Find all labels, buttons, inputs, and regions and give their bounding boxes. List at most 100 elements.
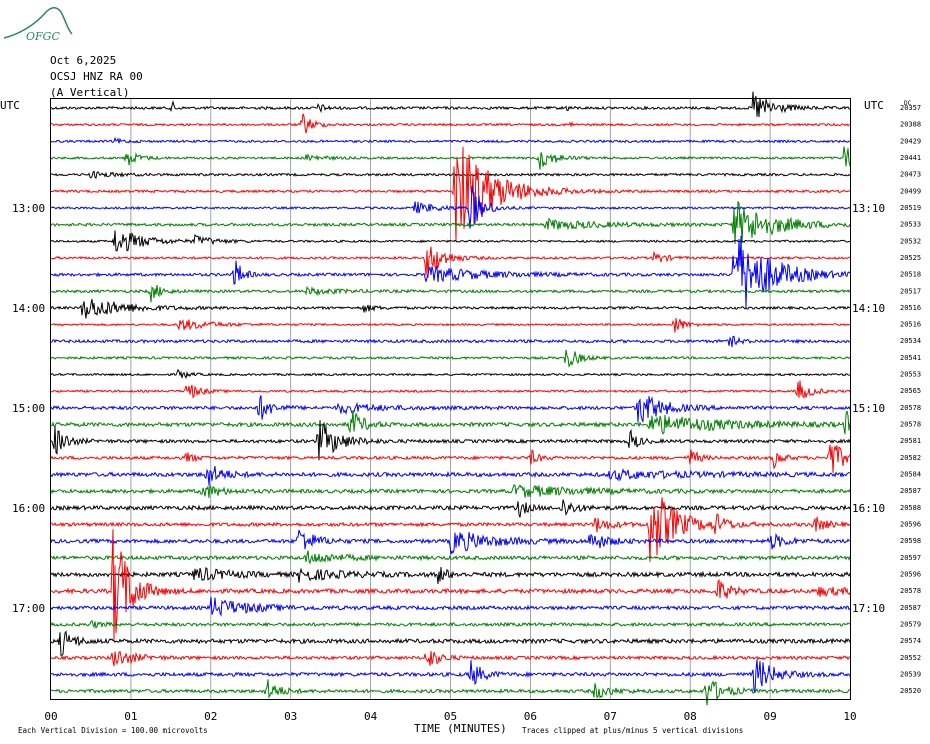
left-time-label: 17:00 — [12, 602, 45, 615]
x-tick-label: 10 — [843, 710, 856, 723]
seismic-trace — [50, 679, 850, 706]
x-tick-label: 04 — [364, 710, 378, 723]
x-axis-label: TIME (MINUTES) — [414, 722, 507, 735]
seismic-trace — [50, 380, 851, 399]
seismic-trace — [50, 349, 851, 368]
division-note: Each Vertical Division = 100.00 microvol… — [18, 726, 208, 735]
left-time-label: 14:00 — [12, 302, 45, 315]
seismic-trace — [50, 466, 850, 486]
left-time-label: 16:00 — [12, 502, 45, 515]
dc-offset-label: 20539 — [900, 670, 921, 678]
dc-offset-label: 20499 — [900, 187, 921, 195]
seismic-trace — [50, 650, 851, 667]
dc-offset-label: 20517 — [900, 287, 921, 295]
clip-note: Traces clipped at plus/minus 5 vertical … — [522, 726, 743, 735]
seismic-trace — [50, 566, 851, 584]
dc-offset-label: 20518 — [900, 271, 921, 279]
x-tick-label: 05 — [444, 710, 457, 723]
dc-offset-label: 20516 — [900, 304, 921, 312]
dc-offset-label: 20578 — [900, 587, 921, 595]
dc-offset-label: 20581 — [900, 437, 921, 445]
ofgc-logo: OFGC — [3, 7, 73, 43]
right-time-label: 14:10 — [852, 302, 885, 315]
right-time-label: 17:10 — [852, 602, 885, 615]
seismic-trace — [50, 170, 851, 179]
seismic-trace — [50, 368, 851, 380]
x-tick-label: 03 — [284, 710, 297, 723]
grid — [130, 99, 771, 700]
x-tick-label: 06 — [524, 710, 537, 723]
left-time-label: 15:00 — [12, 402, 45, 415]
dc-offset-label: 20441 — [900, 154, 921, 162]
seismic-trace — [50, 235, 851, 308]
dc-offset-label: 20598 — [900, 537, 921, 545]
seismic-trace — [50, 285, 851, 303]
dc-offset-label: 20429 — [900, 137, 921, 145]
x-tick-label: 07 — [604, 710, 617, 723]
dc-offset-label: 20582 — [900, 454, 921, 462]
seismic-trace — [50, 659, 851, 693]
dc-offset-label: 20584 — [900, 471, 921, 479]
dc-offset-label: 20532 — [900, 237, 921, 245]
axis-labels: 00 01 02 03 04 05 06 07 08 09 10 13:00 14:00 15:00 16:… — [12, 104, 921, 723]
seismic-trace — [50, 499, 851, 518]
seismic-trace — [50, 529, 851, 641]
seismic-trace — [50, 200, 851, 245]
right-time-label: 16:10 — [852, 502, 885, 515]
seismic-trace — [50, 420, 851, 461]
seismic-trace — [50, 335, 851, 348]
dc-offset-label: 20574 — [900, 637, 921, 645]
seismic-trace — [50, 395, 851, 423]
seismic-trace — [50, 550, 851, 565]
seismic-trace — [50, 230, 851, 252]
seismic-trace — [50, 113, 851, 134]
seismic-trace — [50, 91, 851, 118]
dc-offset-label: 20597 — [900, 554, 921, 562]
seismic-trace — [50, 146, 851, 170]
dc-offset-label: 20565 — [900, 387, 921, 395]
logo-text: OFGC — [26, 30, 60, 43]
seismic-trace — [50, 136, 851, 144]
seismic-trace — [50, 317, 851, 333]
dc-offset-label: 20553 — [900, 371, 921, 379]
dc-offset-label: 20520 — [900, 687, 921, 695]
seismic-trace — [50, 410, 851, 435]
seismic-trace — [50, 146, 851, 242]
header-date: Oct 6,2025 — [50, 54, 116, 67]
dc-offset-label: 20587 — [900, 604, 921, 612]
x-tick-label: 08 — [684, 710, 697, 723]
seismic-trace — [50, 596, 851, 617]
dc-offset-label: 20578 — [900, 404, 921, 412]
plot-frame — [50, 98, 851, 700]
dc-offset-label: 20552 — [900, 654, 921, 662]
dc-offset-label: 20519 — [900, 204, 921, 212]
right-time-label: 13:10 — [852, 202, 885, 215]
dc-offset-label: 20578 — [900, 421, 921, 429]
seismic-trace — [50, 246, 851, 278]
x-tick-label: 09 — [763, 710, 776, 723]
dc-offset-label: 20525 — [900, 254, 921, 262]
seismic-trace — [50, 185, 851, 229]
dc-offset-label: 20533 — [900, 221, 921, 229]
dc-offset-label: 20357 — [900, 104, 921, 112]
seismic-trace — [50, 444, 851, 473]
dc-offset-label: 20541 — [900, 354, 921, 362]
seismic-trace — [50, 529, 850, 555]
seismic-trace — [50, 497, 851, 562]
right-axis-title: UTC — [864, 99, 884, 112]
logo-swoosh — [3, 7, 73, 39]
header-component: (A Vertical) — [50, 86, 129, 99]
right-time-label: 15:10 — [852, 402, 885, 415]
x-tick-label: 01 — [124, 710, 137, 723]
seismic-trace — [50, 619, 851, 629]
seismic-trace — [50, 630, 851, 656]
seismic-trace — [50, 484, 851, 498]
dc-offset-label: 20596 — [900, 521, 921, 529]
dc-column-header: DC — [904, 100, 912, 107]
dc-offset-label: 20596 — [900, 570, 921, 578]
left-time-label: 13:00 — [12, 202, 45, 215]
dc-offset-label: 20587 — [900, 487, 921, 495]
x-tick-label: 00 — [44, 710, 57, 723]
dc-offset-label: 20516 — [900, 321, 921, 329]
